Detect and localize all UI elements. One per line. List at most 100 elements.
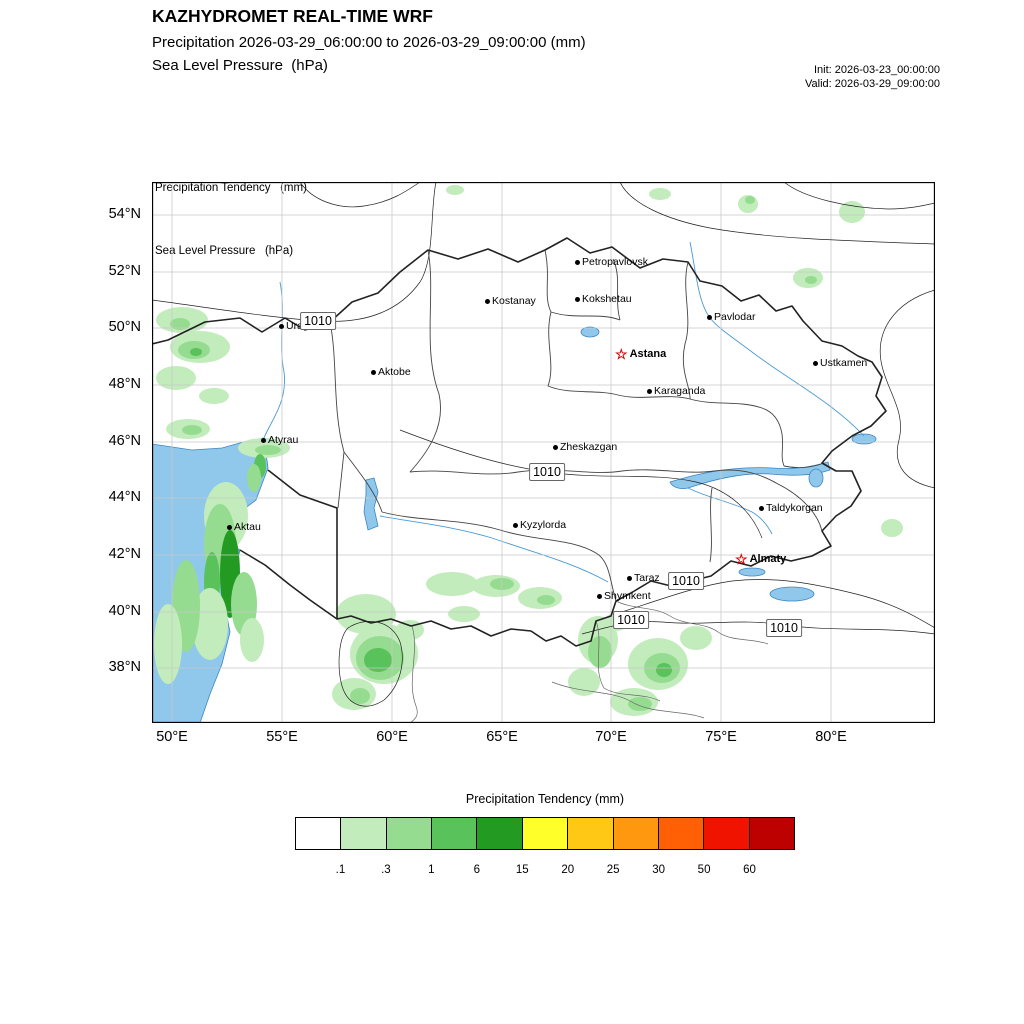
pressure-contour-label: 1010	[766, 619, 802, 637]
map-overlay: PetropavlovskKostanayKokshetauPavlodarUr…	[152, 182, 935, 723]
legend-color-cell	[431, 817, 478, 850]
ili-river	[687, 487, 773, 535]
city-dot-icon	[371, 369, 376, 375]
legend-tick-label: 20	[561, 864, 575, 876]
city-dot-icon	[597, 593, 602, 599]
city-label: Ustkamen	[820, 357, 868, 369]
legend-color-cell	[340, 817, 387, 850]
lake-tengiz	[580, 326, 600, 338]
lon-tick-label: 65°E	[486, 729, 518, 745]
city-label: Kyzylorda	[520, 519, 567, 531]
city-dot-icon	[261, 437, 266, 443]
city-dot-icon	[485, 298, 490, 304]
region-borders	[329, 249, 825, 602]
legend-tick-label: 30	[652, 864, 666, 876]
precipitation-subtitle: Precipitation 2026-03-29_06:00:00 to 202…	[152, 34, 586, 51]
lat-tick-label: 38°N	[108, 659, 141, 675]
legend-tick-label: 25	[606, 864, 620, 876]
lat-tick-label: 52°N	[108, 263, 141, 279]
country-border	[152, 237, 887, 647]
lat-tick-label: 46°N	[108, 433, 141, 449]
city-label: Aktobe	[378, 366, 411, 378]
city-label: Astana	[629, 348, 667, 360]
city-dot-icon	[707, 314, 712, 320]
city-dot-icon	[813, 360, 818, 366]
city-label: Atyrau	[268, 434, 299, 446]
lat-tick-label: 54°N	[108, 206, 141, 222]
lon-tick-label: 50°E	[156, 729, 188, 745]
aral-sea	[363, 477, 379, 531]
city-dot-icon	[513, 522, 518, 528]
syr-darya-river	[379, 515, 609, 583]
city-dot-icon	[627, 575, 632, 581]
city-shymkent: Shymkent	[597, 590, 651, 602]
city-taraz: Taraz	[627, 572, 660, 584]
city-almaty: ☆ Almaty	[735, 551, 787, 567]
lon-tick-label: 75°E	[705, 729, 737, 745]
longitude-axis: 50°E 55°E 60°E 65°E 70°E 75°E 80°E	[152, 729, 935, 749]
legend-tick-label: 1	[428, 864, 435, 876]
city-dot-icon	[279, 323, 284, 329]
legend-color-cell	[476, 817, 523, 850]
capital-star-icon: ☆	[615, 346, 628, 362]
legend-bar	[295, 817, 795, 850]
city-label: Taldykorgan	[766, 502, 823, 514]
city-aktobe: Aktobe	[371, 366, 411, 378]
city-kokshetau: Kokshetau	[575, 293, 632, 305]
legend-title: Precipitation Tendency (mm)	[465, 792, 625, 806]
city-petropavlovsk: Petropavlovsk	[575, 256, 648, 268]
city-kostanay: Kostanay	[485, 295, 536, 307]
pressure-subtitle: Sea Level Pressure (hPa)	[152, 57, 328, 74]
city-label: Karaganda	[654, 385, 706, 397]
init-time: Init: 2026-03-23_00:00:00	[814, 64, 940, 76]
pressure-contour-label: 1010	[668, 572, 704, 590]
legend-color-cell	[703, 817, 750, 850]
map-svg	[152, 182, 935, 723]
city-taldykorgan: Taldykorgan	[759, 502, 823, 514]
legend-color-cell	[567, 817, 614, 850]
lake-alakol	[808, 468, 824, 488]
legend-color-cell	[612, 817, 659, 850]
city-label: Pavlodar	[714, 311, 756, 323]
map-frame	[152, 182, 935, 723]
map-canvas: PetropavlovskKostanayKokshetauPavlodarUr…	[152, 182, 935, 723]
city-kyzylorda: Kyzylorda	[513, 519, 566, 531]
city-aktau: Aktau	[227, 521, 261, 533]
legend-tick-label: 60	[743, 864, 756, 876]
city-dot-icon	[553, 444, 558, 450]
lon-tick-label: 80°E	[815, 729, 847, 745]
city-label: Almaty	[749, 553, 787, 565]
lat-tick-label: 44°N	[108, 489, 141, 505]
city-zheskazgan: Zheskazgan	[553, 441, 617, 453]
city-label: Aktau	[234, 521, 261, 533]
legend-tick-label: .3	[381, 864, 391, 876]
city-label: Zheskazgan	[560, 441, 618, 453]
lat-tick-label: 40°N	[108, 603, 141, 619]
foreign-borders	[409, 600, 769, 723]
valid-time: Valid: 2026-03-29_09:00:00	[805, 78, 940, 90]
kapchagay-reservoir	[738, 567, 766, 577]
city-dot-icon	[759, 505, 764, 511]
lake-zaysan	[851, 433, 877, 445]
city-dot-icon	[227, 524, 232, 530]
legend-color-cell	[295, 817, 342, 850]
city-label: Kostanay	[492, 295, 536, 307]
lake-balkhash	[669, 461, 831, 490]
field-title-precip: Precipitation Tendency (mm)	[155, 182, 307, 194]
lat-tick-label: 50°N	[108, 319, 141, 335]
legend-tick-label: 6	[473, 864, 481, 876]
legend-tick-label: 50	[697, 864, 711, 876]
field-title-slp: Sea Level Pressure (hPa)	[155, 245, 294, 257]
lon-tick-label: 60°E	[376, 729, 408, 745]
lat-tick-label: 42°N	[108, 546, 141, 562]
lon-tick-label: 70°E	[595, 729, 627, 745]
city-label: Kokshetau	[582, 293, 632, 305]
legend-tick-label: 15	[515, 864, 529, 876]
plot-field-titles: Precipitation Tendency (mm) Sea Level Pr…	[155, 136, 307, 304]
capital-star-icon: ☆	[735, 551, 748, 567]
pressure-contour-label: 1010	[529, 463, 565, 481]
city-dot-icon	[647, 388, 652, 394]
legend-color-cell	[385, 817, 433, 850]
legend-ticks: .1 .3 1 6 15 20 25 30 50 60	[295, 864, 795, 880]
